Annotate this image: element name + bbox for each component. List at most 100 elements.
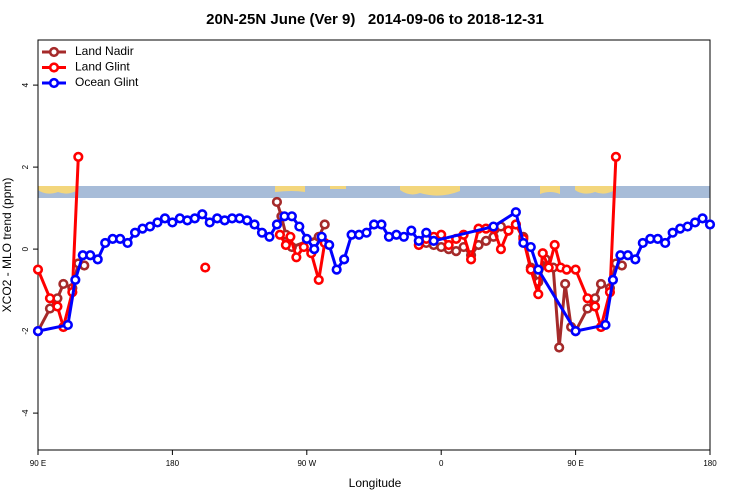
data-point xyxy=(595,278,607,290)
data-point xyxy=(152,217,163,228)
legend-label: Land Nadir xyxy=(75,44,134,58)
data-point xyxy=(159,213,171,224)
x-axis-label: Longitude xyxy=(349,476,402,490)
data-point xyxy=(570,326,581,337)
data-point xyxy=(637,237,648,249)
data-point xyxy=(406,225,417,236)
legend-marker xyxy=(48,62,60,73)
data-point xyxy=(570,264,581,275)
data-point xyxy=(488,221,499,232)
data-point xyxy=(398,231,409,242)
data-point xyxy=(503,225,514,236)
data-point xyxy=(697,213,708,224)
data-point xyxy=(589,301,601,312)
data-point xyxy=(533,264,544,275)
chart-title: 20N-25N June (Ver 9) 2014-09-06 to 2018-… xyxy=(206,11,544,28)
data-point xyxy=(324,239,335,251)
data-point xyxy=(291,252,302,263)
data-point xyxy=(495,244,507,255)
data-point xyxy=(189,213,200,224)
data-point xyxy=(204,217,215,228)
data-point xyxy=(264,231,275,242)
data-point xyxy=(285,231,296,242)
data-point xyxy=(610,151,622,162)
data-point xyxy=(294,221,305,232)
data-point xyxy=(73,151,84,162)
data-point xyxy=(533,289,544,300)
legend-marker xyxy=(48,77,60,89)
x-tick-label: 90 E xyxy=(30,459,46,468)
data-point xyxy=(316,231,327,242)
data-point xyxy=(298,241,309,253)
data-point xyxy=(561,264,572,275)
y-tick-label: -2 xyxy=(21,327,30,335)
data-point xyxy=(32,264,44,275)
data-point xyxy=(249,219,260,230)
y-axis-label: XCO2 - MLO trend (ppm) xyxy=(0,178,14,313)
data-point xyxy=(271,196,283,208)
data-point xyxy=(313,274,324,285)
data-point xyxy=(85,250,96,261)
data-point xyxy=(361,227,372,238)
data-point xyxy=(443,239,454,251)
y-tick-label: -4 xyxy=(21,409,30,417)
data-point xyxy=(309,244,320,255)
data-point xyxy=(421,227,432,238)
data-point xyxy=(480,235,492,246)
legend-label: Ocean Glint xyxy=(75,75,139,89)
data-point xyxy=(92,254,103,265)
map-strip xyxy=(38,186,710,198)
data-point xyxy=(319,219,330,230)
data-point xyxy=(607,274,619,285)
data-point xyxy=(660,237,671,249)
data-point xyxy=(652,233,663,244)
data-point xyxy=(331,264,342,275)
data-point xyxy=(197,209,208,220)
data-point xyxy=(704,219,716,230)
data-point xyxy=(274,229,286,240)
legend-marker xyxy=(48,46,60,58)
data-point xyxy=(518,237,529,249)
x-tick-label: 180 xyxy=(703,459,717,468)
data-point xyxy=(554,342,565,353)
x-tick-label: 90 E xyxy=(567,459,583,468)
data-point xyxy=(376,219,387,230)
data-point xyxy=(115,233,126,244)
x-tick-label: 0 xyxy=(439,459,444,468)
series-line xyxy=(36,201,623,349)
series xyxy=(32,207,716,337)
data-point xyxy=(667,227,678,238)
data-point xyxy=(200,262,211,273)
data-point xyxy=(428,235,439,246)
data-point xyxy=(241,215,253,226)
x-tick-label: 90 W xyxy=(297,459,316,468)
data-point xyxy=(58,278,69,290)
data-point xyxy=(144,221,156,232)
data-point xyxy=(465,254,477,265)
data-point xyxy=(525,241,536,253)
plot-frame xyxy=(37,39,711,451)
data-point xyxy=(52,301,63,312)
data-point xyxy=(413,235,424,246)
data-point xyxy=(271,219,283,230)
data-point xyxy=(44,293,56,304)
data-point xyxy=(301,233,312,244)
data-point xyxy=(600,319,611,331)
data-point xyxy=(630,254,641,265)
series xyxy=(32,196,627,353)
x-tick-label: 180 xyxy=(166,459,180,468)
y-tick-label: 2 xyxy=(21,164,30,169)
data-point xyxy=(286,211,297,222)
data-point xyxy=(62,319,73,331)
data-point xyxy=(129,227,141,238)
data-point xyxy=(510,207,521,218)
y-tick-label: 4 xyxy=(21,82,30,87)
data-point xyxy=(537,248,548,259)
data-point xyxy=(682,221,693,232)
data-point xyxy=(622,250,633,261)
data-point xyxy=(543,262,554,273)
data-point xyxy=(689,217,701,228)
y-tick-label: 0 xyxy=(21,246,30,251)
